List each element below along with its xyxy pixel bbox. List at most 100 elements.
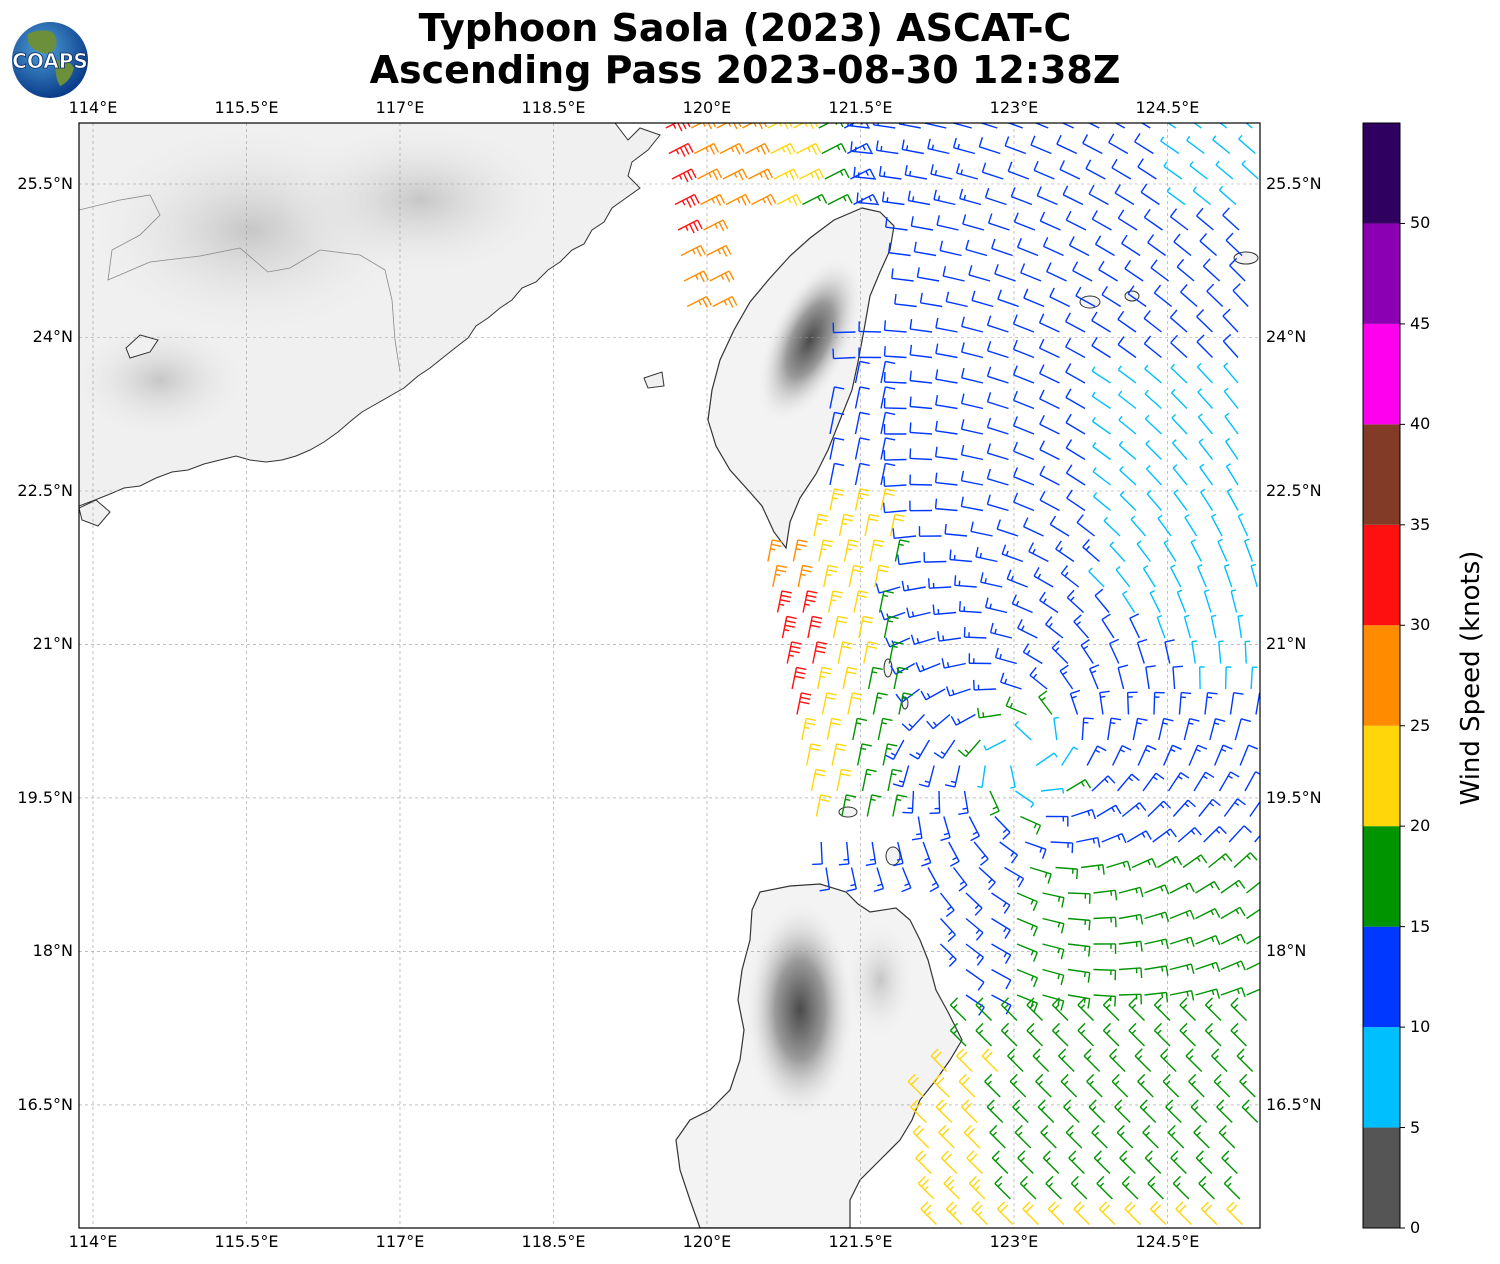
wind-barb — [895, 688, 921, 703]
wind-barb — [1179, 997, 1196, 1021]
wind-barb — [1093, 994, 1117, 1007]
wind-barb — [968, 653, 992, 665]
wind-barb — [1012, 365, 1035, 384]
wind-barb — [878, 165, 902, 180]
wind-barb — [875, 140, 899, 155]
wind-barb — [884, 739, 905, 761]
wind-barb — [1068, 236, 1090, 257]
wind-barb — [1229, 257, 1246, 282]
colorbar-tick-label: 5 — [1410, 1117, 1421, 1137]
wind-barb — [1042, 236, 1064, 257]
wind-barb — [1198, 798, 1221, 817]
wind-barb — [963, 1124, 981, 1149]
wind-barb — [901, 139, 924, 155]
wind-barb — [1183, 717, 1200, 741]
wind-barb — [965, 994, 985, 1016]
wind-barb — [978, 866, 996, 891]
wind-barb — [837, 641, 853, 664]
wind-barb — [987, 213, 1010, 231]
wind-barb — [935, 317, 958, 333]
wind-barb — [892, 765, 910, 788]
wind-barb — [1039, 490, 1060, 512]
wind-barb — [1150, 259, 1170, 282]
wind-barb — [1082, 134, 1103, 155]
wind-barb — [1012, 1099, 1029, 1123]
wind-barb — [1066, 589, 1085, 614]
wind-barb — [880, 386, 896, 409]
wind-barb — [1218, 771, 1240, 792]
wind-barb — [1245, 123, 1253, 129]
wind-barb — [1038, 690, 1053, 715]
wind-barb — [909, 319, 933, 333]
wind-barb — [854, 411, 870, 435]
wind-barb — [1039, 440, 1060, 461]
wind-barb — [875, 583, 901, 594]
colorbar-bin — [1363, 926, 1400, 1028]
wind-barb — [1121, 234, 1141, 257]
wind-barb — [929, 790, 941, 814]
wind-barb — [956, 1048, 973, 1072]
lon-tick-label: 120°E — [682, 98, 732, 117]
wind-barb — [1032, 1048, 1050, 1072]
wind-barb — [686, 295, 712, 308]
wind-barb — [792, 123, 819, 130]
wind-barb — [703, 219, 729, 232]
wind-barb — [890, 662, 916, 675]
wind-barb — [989, 1124, 1006, 1149]
wind-barb — [916, 267, 940, 282]
wind-barb — [1170, 363, 1188, 384]
wind-barb — [960, 419, 984, 435]
wind-barb — [961, 1099, 978, 1123]
wind-barb — [671, 168, 697, 183]
wind-barb — [986, 443, 1009, 461]
wind-barb — [1172, 665, 1183, 690]
colorbar-tick-label: 0 — [1410, 1218, 1421, 1237]
wind-barb — [1230, 1022, 1247, 1047]
wind-barb — [796, 692, 812, 715]
wind-barb — [1017, 618, 1038, 639]
wind-barb — [1239, 1073, 1256, 1098]
wind-barb — [1143, 310, 1162, 333]
wind-barb — [1229, 692, 1244, 715]
wind-barb — [1101, 285, 1122, 308]
wind-barb — [1040, 1124, 1057, 1149]
colorbar-bin — [1363, 223, 1400, 324]
wind-barb — [1094, 588, 1110, 613]
lat-tick-label: 18°N — [1266, 941, 1307, 961]
wind-barb — [1107, 717, 1122, 741]
wind-barb — [1118, 440, 1137, 461]
wind-barb — [977, 707, 1002, 719]
wind-barb — [936, 215, 959, 231]
wind-barb — [1077, 997, 1094, 1021]
wind-barb — [901, 714, 925, 732]
wind-barb — [1049, 287, 1070, 308]
wind-barb — [1065, 439, 1086, 461]
wind-barb — [989, 790, 1000, 816]
lon-tick-label: 121.5°E — [828, 1232, 893, 1251]
colorbar-tick-label: 45 — [1410, 313, 1431, 333]
wind-barb — [767, 539, 783, 562]
wind-barb — [1183, 614, 1192, 639]
wind-barb — [1016, 237, 1039, 257]
wind-barb — [843, 539, 859, 562]
wind-barb — [1029, 667, 1048, 690]
wind-barb — [1006, 569, 1028, 588]
wind-barb — [909, 344, 933, 359]
wind-barb — [1045, 616, 1064, 639]
wind-barb — [1224, 666, 1232, 690]
wind-barb — [1098, 1201, 1116, 1225]
wind-barb — [810, 768, 826, 792]
wind-barb — [1016, 943, 1039, 962]
wind-barb — [1185, 1048, 1203, 1072]
wind-barb — [853, 590, 869, 613]
wind-barb — [1056, 134, 1078, 155]
wind-barb — [1112, 745, 1132, 766]
wind-barb — [991, 994, 1012, 1015]
wind-barb — [1169, 309, 1188, 333]
wind-barb — [1149, 589, 1161, 613]
wind-barb — [1118, 940, 1143, 952]
wind-barb — [1118, 886, 1144, 898]
wind-barb — [894, 293, 917, 308]
wind-barb — [1218, 1124, 1236, 1149]
wind-barb — [1225, 232, 1243, 257]
